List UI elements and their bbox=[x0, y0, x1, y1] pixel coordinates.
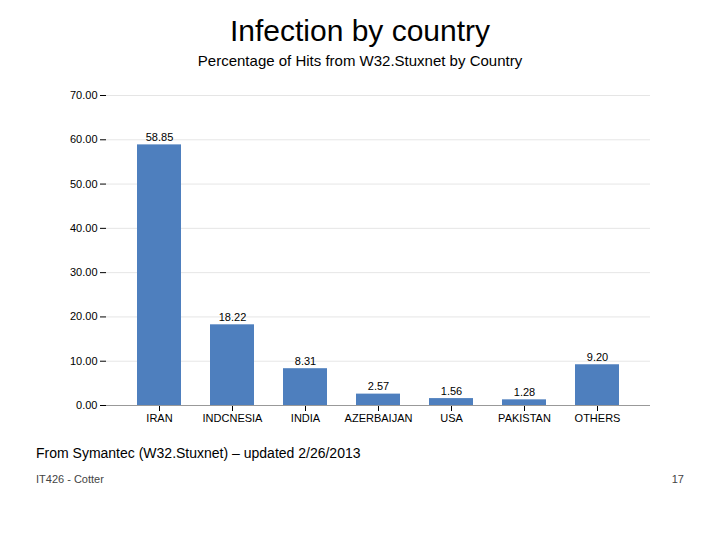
svg-text:OTHERS: OTHERS bbox=[575, 412, 621, 424]
svg-text:40.00: 40.00 bbox=[70, 222, 98, 234]
svg-text:INDCNESIA: INDCNESIA bbox=[203, 412, 264, 424]
html-text:From Symantec (W32.Stuxnet) –: From Symantec (W32.Stuxnet) – updated 2/… bbox=[36, 445, 361, 461]
svg-text:8.31: 8.31 bbox=[295, 355, 316, 367]
svg-text:INDIA: INDIA bbox=[291, 412, 321, 424]
svg-text:10.00: 10.00 bbox=[70, 355, 98, 367]
svg-text:9.20: 9.20 bbox=[587, 351, 608, 363]
svg-text:1.56: 1.56 bbox=[441, 385, 462, 397]
html-text:IT426 - Cotter: IT426 - Cotter bbox=[36, 473, 104, 485]
svg-text:PAKISTAN: PAKISTAN bbox=[498, 412, 551, 424]
svg-text:1.28: 1.28 bbox=[514, 386, 535, 398]
html-text:17: 17 bbox=[671, 473, 684, 485]
html-text:Percentage of Hits from W32.St: Percentage of Hits from W32.Stuxnet by C… bbox=[197, 52, 523, 69]
svg-text:20.00: 20.00 bbox=[70, 310, 98, 322]
html-text:Infection by country: Infection by country bbox=[229, 14, 491, 47]
svg-text:58.85: 58.85 bbox=[146, 131, 174, 143]
svg-text:IRAN: IRAN bbox=[146, 412, 172, 424]
svg-text:USA: USA bbox=[440, 412, 463, 424]
svg-text:0.00: 0.00 bbox=[76, 399, 97, 411]
svg-text:50.00: 50.00 bbox=[70, 178, 98, 190]
svg-text:70.00: 70.00 bbox=[70, 89, 98, 101]
svg-text:2.57: 2.57 bbox=[368, 380, 389, 392]
svg-text:18.22: 18.22 bbox=[219, 311, 247, 323]
svg-text:60.00: 60.00 bbox=[70, 133, 98, 145]
svg-text:30.00: 30.00 bbox=[70, 266, 98, 278]
svg-text:AZERBAIJAN: AZERBAIJAN bbox=[345, 412, 413, 424]
